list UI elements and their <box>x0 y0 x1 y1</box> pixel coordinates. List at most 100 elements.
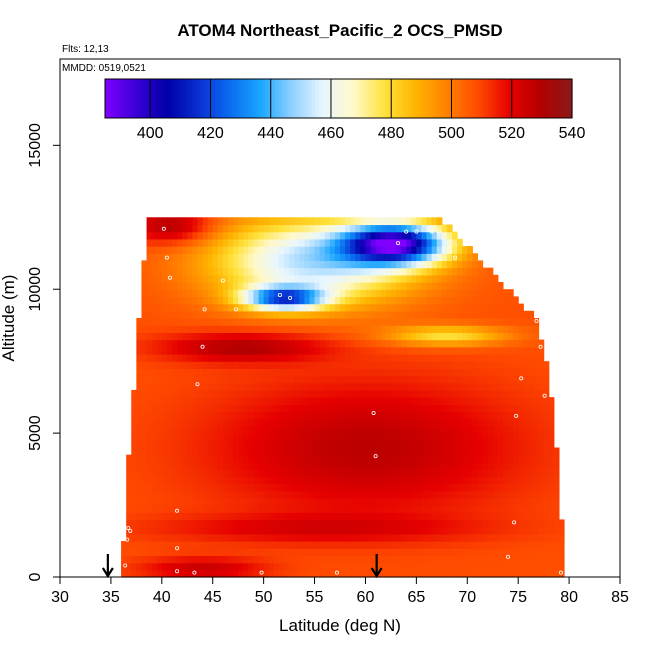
heat-cell <box>436 375 443 384</box>
heat-cell <box>222 425 229 434</box>
heat-cell <box>426 433 433 441</box>
heat-cell <box>523 425 529 434</box>
heat-cell <box>294 411 300 420</box>
heat-cell <box>161 267 168 276</box>
heat-cell <box>258 505 265 513</box>
heat-cell <box>543 433 550 441</box>
heat-cell <box>156 260 163 269</box>
heat-cell <box>350 217 356 226</box>
heat-cell <box>126 497 132 506</box>
heat-cell <box>446 433 453 441</box>
heat-cell <box>263 519 270 528</box>
heat-cell <box>426 260 433 269</box>
heat-cell <box>207 296 214 305</box>
heat-cell <box>390 318 397 326</box>
heat-cell <box>462 339 468 348</box>
heat-cell <box>467 533 473 542</box>
heat-cell <box>538 454 545 463</box>
heat-cell <box>324 325 331 333</box>
heat-cell <box>319 224 326 233</box>
heat-cell <box>411 303 417 312</box>
heat-cell <box>390 332 397 341</box>
heat-cell <box>380 469 387 477</box>
heat-cell <box>482 476 489 485</box>
heat-cell <box>380 346 387 355</box>
heat-cell <box>304 231 311 240</box>
heat-cell <box>401 533 407 542</box>
heat-cell <box>284 339 290 348</box>
heat-cell <box>294 469 300 477</box>
heat-cell <box>411 548 417 557</box>
heat-cell <box>558 562 565 571</box>
heat-cell <box>278 282 285 290</box>
heat-cell <box>172 411 178 420</box>
heat-cell <box>319 382 326 391</box>
heat-cell <box>513 562 519 571</box>
heat-cell <box>284 368 290 377</box>
heat-cell <box>508 490 514 499</box>
colorbar-swatch <box>485 79 490 118</box>
heat-cell <box>472 274 479 283</box>
heat-cell <box>166 418 173 427</box>
heat-cell <box>273 217 280 226</box>
heat-cell <box>299 267 305 276</box>
heat-cell <box>304 512 311 521</box>
heat-cell <box>492 339 499 348</box>
heat-cell <box>238 541 244 549</box>
heat-cell <box>467 483 473 492</box>
heat-cell <box>411 238 417 247</box>
heat-cell <box>324 260 331 269</box>
heat-cell <box>182 346 188 355</box>
heat-cell <box>329 282 336 290</box>
heat-cell <box>457 483 463 492</box>
heat-cell <box>345 332 351 341</box>
heat-cell <box>268 382 275 391</box>
heat-cell <box>416 282 423 290</box>
heat-cell <box>416 289 423 298</box>
heat-cell <box>345 224 351 233</box>
colorbar-swatch <box>211 79 216 118</box>
heat-cell <box>360 404 367 413</box>
heat-cell <box>421 339 428 348</box>
heat-cell <box>187 267 193 276</box>
colorbar-swatch <box>458 79 463 118</box>
heat-cell <box>477 282 484 290</box>
heat-cell <box>416 418 423 427</box>
heat-cell <box>141 519 148 528</box>
heat-cell <box>141 339 148 348</box>
heat-cell <box>462 548 468 557</box>
heat-cell <box>350 497 356 506</box>
heat-cell <box>222 411 229 420</box>
heat-cell <box>187 382 193 391</box>
heat-cell <box>278 497 285 506</box>
heat-cell <box>212 238 219 247</box>
heat-cell <box>243 353 249 362</box>
heat-cell <box>345 260 351 269</box>
heat-cell <box>172 425 178 434</box>
heat-cell <box>360 569 367 578</box>
heat-cell <box>136 505 143 513</box>
heat-cell <box>299 404 305 413</box>
heat-cell <box>390 253 397 262</box>
heat-cell <box>401 483 407 492</box>
heat-cell <box>207 397 214 405</box>
heat-cell <box>396 325 402 333</box>
heat-cell <box>228 310 234 319</box>
heat-cell <box>182 425 188 434</box>
heat-cell <box>172 296 178 305</box>
heat-cell <box>401 353 407 362</box>
sample-point <box>371 410 376 415</box>
heat-cell <box>355 505 361 513</box>
heat-cell <box>284 267 290 276</box>
heat-cell <box>518 353 524 362</box>
heat-cell <box>436 361 443 369</box>
heat-cell <box>375 389 382 398</box>
heat-cell <box>319 526 326 535</box>
heat-cell <box>243 332 249 341</box>
heat-cell <box>543 562 550 571</box>
heat-cell <box>390 238 397 247</box>
x-tick-label: 55 <box>306 589 324 606</box>
heat-cell <box>146 562 153 571</box>
colorbar-tick-label: 460 <box>318 125 345 142</box>
heat-cell <box>426 418 433 427</box>
